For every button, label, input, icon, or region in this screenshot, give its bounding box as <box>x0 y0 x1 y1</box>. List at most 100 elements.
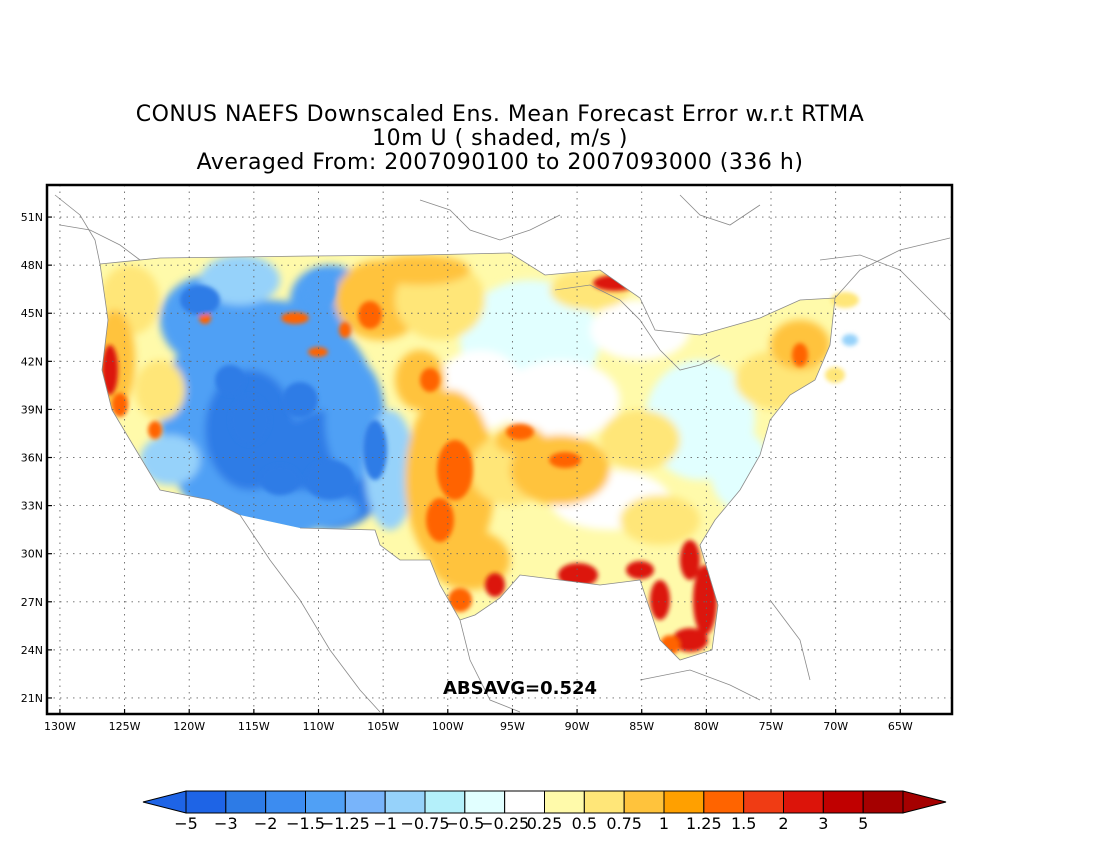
lon-tick-label: 80W <box>694 720 719 733</box>
field-detail-blob <box>215 365 245 395</box>
map-frame-border <box>45 183 954 716</box>
absavg-label: ABSAVG=0.524 <box>443 678 597 699</box>
field-detail-blob <box>102 345 118 395</box>
lat-tick-label: 45N <box>21 307 43 320</box>
lat-tick-label: 51N <box>21 211 43 224</box>
colorbar-swatch <box>265 790 306 814</box>
lon-tick-label: 90W <box>565 720 590 733</box>
lon-tick-label: 85W <box>629 720 654 733</box>
field-detail-blob <box>281 312 309 324</box>
colorbar-right-arrow <box>902 790 947 814</box>
colorbar-swatch <box>623 790 665 814</box>
lat-tick-label: 48N <box>21 259 43 272</box>
colorbar-swatch <box>663 790 705 814</box>
lat-tick-label: 30N <box>21 548 43 561</box>
map-title: CONUS NAEFS Downscaled Ens. Mean Forecas… <box>135 102 865 127</box>
field-detail-blob <box>485 573 505 597</box>
map-gridlines <box>47 185 952 714</box>
field-detail-blob <box>420 368 440 392</box>
field-detail-blob <box>672 628 708 652</box>
lon-tick-label: 100W <box>432 720 464 733</box>
field-detail-blob <box>549 452 581 468</box>
field-blob <box>200 255 280 305</box>
field-detail-blob <box>112 393 128 417</box>
field-detail-blob <box>792 343 808 367</box>
lon-tick-label: 120W <box>173 720 205 733</box>
colorbar-label: 3 <box>818 814 828 833</box>
colorbar-label: −0.75 <box>400 814 449 833</box>
colorbar-swatch <box>384 790 426 814</box>
lon-tick-label: 75W <box>759 720 784 733</box>
field-blob <box>140 435 200 485</box>
field-detail-blob <box>199 312 211 324</box>
colorbar-swatch <box>305 790 346 814</box>
colorbar-label: 0.75 <box>606 814 642 833</box>
field-detail-blob <box>148 421 162 439</box>
colorbar-label: −1.25 <box>321 814 370 833</box>
colorbar-label: −3 <box>214 814 238 833</box>
colorbar-left-arrow <box>142 790 187 814</box>
colorbar: −5 −3 −2 −1.5−1.25 −1 −0.75−0.5−0.250.25 0.5 0.… <box>142 790 947 833</box>
lon-tick-label: 115W <box>238 720 270 733</box>
field-detail-blob <box>626 561 654 579</box>
colorbar-label: 1.25 <box>686 814 722 833</box>
field-blob <box>620 495 700 545</box>
field-detail-blob <box>180 285 220 315</box>
coastline-outlines <box>54 194 951 713</box>
colorbar-swatch <box>424 790 466 814</box>
field-offshore-blob <box>831 292 859 308</box>
colorbar-swatch <box>783 790 824 814</box>
colorbar-label: −1.5 <box>286 814 325 833</box>
field-detail-blob <box>339 322 351 338</box>
colorbar-swatch <box>743 790 785 814</box>
field-detail-blob <box>650 580 670 620</box>
lat-tick-label: 39N <box>21 403 43 416</box>
lat-tick-label: 42N <box>21 355 43 368</box>
field-offshore-patches <box>825 292 859 383</box>
field-detail-blob <box>230 395 270 445</box>
lon-tick-label: 95W <box>500 720 525 733</box>
colorbar-label: −0.25 <box>480 814 529 833</box>
field-detail <box>102 272 808 655</box>
colorbar-swatch <box>464 790 506 814</box>
lon-tick-label: 65W <box>888 720 913 733</box>
colorbar-swatch <box>344 790 386 814</box>
field-detail-blob <box>260 465 300 495</box>
field-blob <box>370 255 470 285</box>
field-detail-blob <box>358 301 382 329</box>
field-detail-blob <box>680 540 700 580</box>
colorbar-swatch <box>583 790 625 814</box>
latitude-axis: 21N 24N 27N 30N 33N 36N 39N 42N 45N 48N 51N <box>21 211 52 705</box>
colorbar-label: 1.5 <box>731 814 756 833</box>
lon-tick-label: 105W <box>367 720 399 733</box>
field-offshore-blob <box>842 334 858 346</box>
lon-tick-label: 110W <box>303 720 335 733</box>
field-detail-blob <box>506 424 534 440</box>
colorbar-label: 2 <box>778 814 788 833</box>
colorbar-swatch <box>822 790 864 814</box>
colorbar-label: 0.25 <box>527 814 563 833</box>
longitude-axis: 130W 125W 120W 115W 110W 105W 100W 95W 90W 85W 80W… <box>44 709 913 733</box>
colorbar-label: −0.5 <box>445 814 484 833</box>
field-detail-blob <box>308 347 328 357</box>
colorbar-swatch <box>225 790 267 814</box>
colorbar-label: 0.5 <box>572 814 597 833</box>
map-subtitle-variable: 10m U ( shaded, m/s ) <box>372 126 628 151</box>
field-detail-blob <box>437 440 473 500</box>
lon-tick-label: 70W <box>823 720 848 733</box>
field-detail-blob <box>363 420 387 480</box>
field-detail-blob <box>282 382 318 418</box>
field-detail-blob <box>305 272 335 308</box>
map-subtitle-period: Averaged From: 2007090100 to 2007093000 … <box>196 150 804 175</box>
field-blob <box>135 360 185 420</box>
lat-tick-label: 36N <box>21 452 43 465</box>
lat-tick-label: 33N <box>21 500 43 513</box>
lon-tick-label: 125W <box>109 720 141 733</box>
colorbar-swatch <box>185 790 227 814</box>
colorbar-label: −5 <box>174 814 198 833</box>
colorbar-label: −1 <box>373 814 397 833</box>
lat-tick-label: 21N <box>21 692 43 705</box>
lat-tick-label: 27N <box>21 596 43 609</box>
field-blob <box>500 360 620 440</box>
